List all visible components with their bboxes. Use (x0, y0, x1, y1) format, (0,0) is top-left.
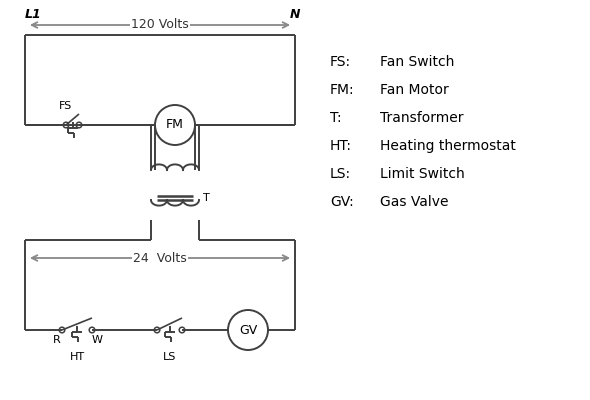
Text: GV: GV (239, 324, 257, 336)
Text: R: R (53, 335, 61, 345)
Text: Fan Motor: Fan Motor (380, 83, 449, 97)
Text: FS: FS (60, 101, 73, 111)
Text: 24  Volts: 24 Volts (133, 252, 187, 264)
Text: LS:: LS: (330, 167, 351, 181)
Text: 120 Volts: 120 Volts (131, 18, 189, 32)
Text: GV:: GV: (330, 195, 354, 209)
Text: N: N (290, 8, 300, 21)
Text: FS:: FS: (330, 55, 351, 69)
Text: Heating thermostat: Heating thermostat (380, 139, 516, 153)
Text: Transformer: Transformer (380, 111, 464, 125)
Text: L1: L1 (25, 8, 42, 21)
Text: T: T (203, 193, 210, 203)
Text: Gas Valve: Gas Valve (380, 195, 448, 209)
Text: HT:: HT: (330, 139, 352, 153)
Text: FM: FM (166, 118, 184, 132)
Text: FM:: FM: (330, 83, 355, 97)
Text: HT: HT (70, 352, 84, 362)
Text: T:: T: (330, 111, 342, 125)
Text: Limit Switch: Limit Switch (380, 167, 465, 181)
Text: W: W (91, 335, 103, 345)
Text: LS: LS (163, 352, 176, 362)
Text: Fan Switch: Fan Switch (380, 55, 454, 69)
